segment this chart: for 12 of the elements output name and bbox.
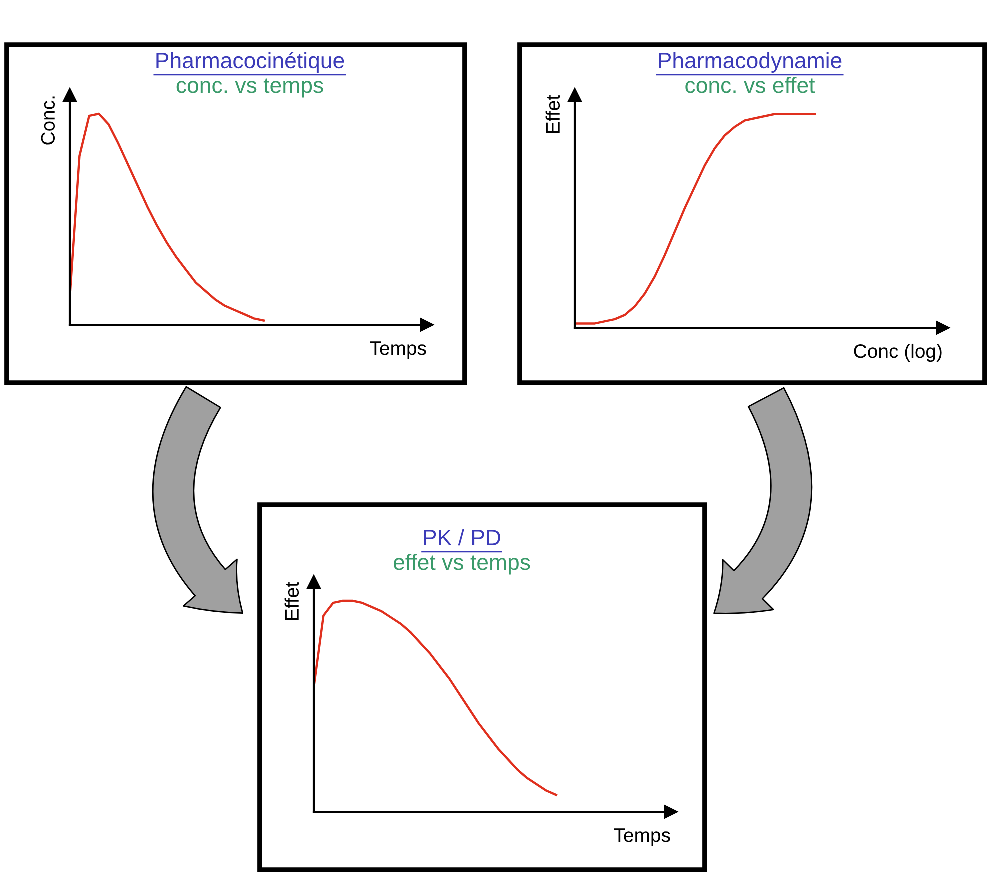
chart-subtitle: effet vs temps (394, 554, 530, 575)
x-axis-title: Conc (log) (854, 344, 942, 362)
x-axis-title: Temps (370, 342, 426, 360)
chart-title: PK / PD (424, 529, 500, 546)
y-axis-title: Effet (546, 95, 560, 134)
chart-title: Pharmacodynamie (659, 52, 842, 73)
y-axis-title: Effet (284, 582, 300, 620)
y-axis-title: Conc. (41, 96, 56, 145)
chart-subtitle: conc. vs temps (176, 78, 324, 98)
chart-subtitle: conc. vs effet (686, 77, 816, 94)
chart-title: Pharmacocinétique (156, 52, 344, 73)
x-axis-title: Temps (614, 828, 670, 846)
